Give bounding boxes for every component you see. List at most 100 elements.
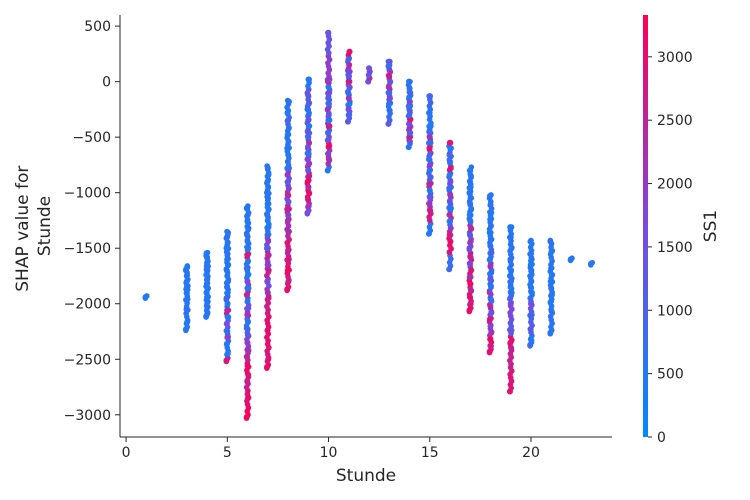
scatter-point (244, 395, 251, 402)
scatter-point (528, 300, 535, 307)
scatter-point (425, 230, 432, 237)
scatter-point (264, 211, 271, 218)
scatter-point (285, 178, 292, 185)
scatter-point (487, 216, 494, 223)
scatter-point (507, 339, 514, 346)
scatter-point (426, 187, 433, 194)
scatter-point (344, 118, 351, 125)
scatter-point (325, 95, 332, 102)
scatter-point (466, 294, 473, 301)
scatter-point (387, 78, 394, 85)
scatter-point (265, 251, 272, 258)
y-axis-label: SHAP value for Stunde (13, 160, 55, 291)
scatter-point (405, 144, 412, 151)
scatter-point (284, 158, 291, 165)
scatter-point (284, 286, 291, 293)
scatter-point (345, 95, 352, 102)
scatter-point (487, 236, 494, 243)
scatter-point (264, 165, 271, 172)
scatter-point (305, 139, 312, 146)
scatter-point (487, 342, 494, 349)
scatter-point (244, 362, 251, 369)
scatter-point (224, 256, 231, 263)
scatter-point (466, 307, 473, 314)
scatter-point (447, 178, 454, 185)
scatter-point (225, 314, 232, 321)
scatter-point (426, 145, 433, 152)
scatter-point (426, 128, 433, 135)
scatter-point (264, 231, 271, 238)
scatter-point (326, 76, 333, 83)
scatter-point (447, 225, 454, 232)
scatter-point (426, 109, 433, 116)
scatter-point (224, 328, 231, 335)
scatter-point (467, 217, 474, 224)
scatter-point (305, 203, 312, 210)
scatter-point (446, 266, 453, 273)
scatter-point (284, 206, 291, 213)
scatter-point (426, 134, 433, 141)
colorbar-tick-label: 500 (657, 367, 684, 383)
scatter-point (224, 340, 231, 347)
scatter-point (203, 280, 210, 287)
scatter-point (346, 61, 353, 68)
scatter-point (446, 185, 453, 192)
scatter-point (386, 107, 393, 114)
scatter-point (548, 248, 555, 255)
scatter-point (386, 58, 393, 65)
scatter-point (427, 174, 434, 181)
scatter-point (406, 111, 413, 118)
scatter-point (183, 306, 190, 313)
colorbar: 0 500 1000 1500 2000 2500 3000 SS1 (643, 15, 721, 446)
scatter-point (528, 256, 535, 263)
scatter-point (426, 167, 433, 174)
scatter-point (386, 73, 393, 80)
scatter-point (284, 239, 291, 246)
scatter-point (224, 289, 231, 296)
scatter-point (528, 267, 535, 274)
scatter-point (325, 117, 332, 124)
scatter-point (264, 217, 271, 224)
scatter-point (305, 134, 312, 141)
scatter-point (446, 171, 453, 178)
scatter-point (325, 136, 332, 143)
scatter-point (547, 329, 554, 336)
scatter-point (548, 265, 555, 272)
scatter-point (508, 345, 515, 352)
scatter-point (427, 207, 434, 214)
scatter-point (447, 191, 454, 198)
scatter-point (244, 251, 251, 258)
scatter-point (326, 123, 333, 130)
scatter-point (244, 271, 251, 278)
scatter-point (264, 364, 271, 371)
y-tick-label: −1000 (64, 186, 111, 202)
scatter-point (549, 271, 556, 278)
scatter-point (305, 184, 312, 191)
scatter-point (324, 167, 331, 174)
scatter-point (548, 285, 555, 292)
scatter-point (488, 209, 495, 216)
scatter-point (385, 120, 392, 127)
scatter-point (447, 165, 454, 172)
scatter-point (345, 56, 352, 63)
scatter-point (244, 318, 251, 325)
scatter-point (285, 98, 292, 105)
scatter-point (427, 161, 434, 168)
scatter-point (244, 218, 251, 225)
scatter-point (407, 129, 414, 136)
scatter-point (488, 269, 495, 276)
scatter-point (245, 347, 252, 354)
scatter-point (304, 178, 311, 185)
scatter-point (427, 139, 434, 146)
scatter-point (284, 217, 291, 224)
scatter-point (244, 278, 251, 285)
scatter-point (486, 348, 493, 355)
scatter-point (265, 206, 272, 213)
y-tick-label: −1500 (64, 241, 111, 257)
scatter-point (244, 258, 251, 265)
colorbar-tick-label: 1500 (657, 240, 693, 256)
scatter-point (304, 209, 311, 216)
scatter-point (223, 357, 230, 364)
scatter-point (346, 84, 353, 91)
